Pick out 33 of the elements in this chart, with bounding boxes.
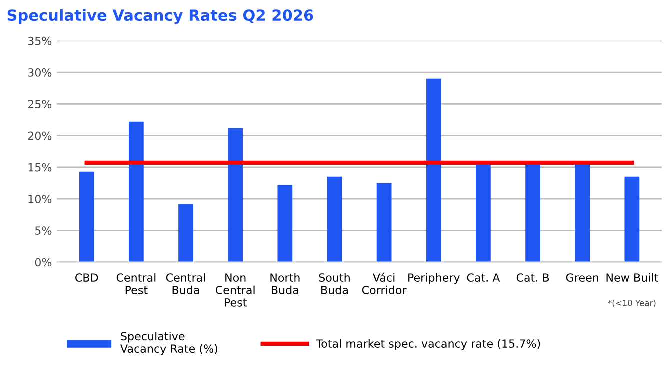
x-tick-label: Non Central Pest [216,274,255,307]
bar [129,122,144,262]
bar [327,176,342,262]
y-tick-label: 10% [28,194,52,204]
legend-label: Speculative Vacancy Rate (%) [120,332,218,356]
x-tick-label: CBD [76,274,98,282]
chart-title: Speculative Vacancy Rates Q2 2026 [8,9,314,24]
bar [426,78,442,262]
bar [79,172,94,262]
x-tick-label: Váci Corridor [362,272,407,294]
bar [278,185,293,262]
legend-label: Total market spec. vacancy rate (15.7%) [316,339,540,350]
x-tick-label: South Buda [319,273,350,294]
text: *(<10 Year) [608,300,656,308]
y-tick-label: 35% [28,36,52,46]
y-tick-label: 30% [28,68,52,77]
x-tick-label: Central Pest [116,273,156,294]
x-tick-label: Periphery [408,273,460,284]
x-tick-label: New Built [606,273,658,282]
y-tick-label: 25% [28,100,52,109]
x-tick-label: Central Buda [166,273,206,294]
y-tick-label: 0% [35,258,52,267]
bar [624,176,640,262]
x-tick-label: Cat. A [467,274,500,282]
bar [228,128,244,262]
x-tick-label: North Buda [270,273,300,294]
bar [178,204,194,262]
y-tick-label: 15% [28,163,52,172]
y-tick-label: 20% [28,132,52,140]
x-tick-label: Cat. B [516,274,550,282]
bar [376,183,392,262]
y-tick-label: 5% [35,226,52,236]
x-tick-label: Green [566,274,598,282]
